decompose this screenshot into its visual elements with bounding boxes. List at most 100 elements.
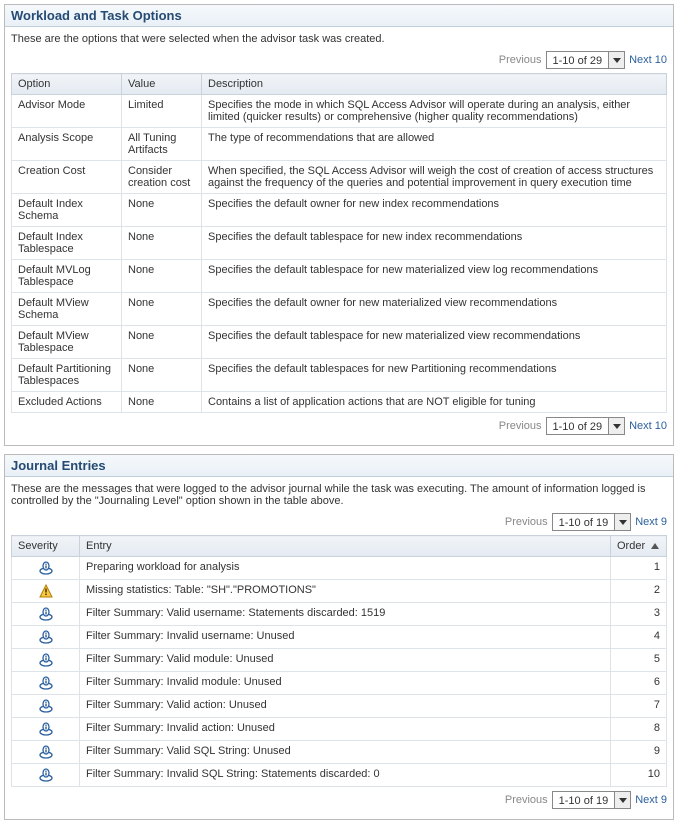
cell-order: 1	[611, 557, 667, 580]
journal-entries-desc: These are the messages that were logged …	[11, 483, 667, 507]
cell-order: 4	[611, 626, 667, 649]
cell-severity	[12, 695, 80, 718]
cell-desc: Specifies the default tablespace for new…	[202, 227, 667, 260]
cell-entry: Filter Summary: Invalid username: Unused	[80, 626, 611, 649]
info-icon	[39, 630, 53, 644]
pager-range-value: 1-10 of 29	[547, 52, 609, 68]
chevron-down-icon	[608, 52, 624, 68]
pager-range-select[interactable]: 1-10 of 29	[546, 51, 626, 69]
cell-severity	[12, 672, 80, 695]
pager-prev: Previous	[505, 516, 548, 528]
warning-icon	[39, 584, 53, 598]
chevron-down-icon	[614, 792, 630, 808]
cell-value: Consider creation cost	[122, 161, 202, 194]
col-value[interactable]: Value	[122, 74, 202, 95]
cell-desc: When specified, the SQL Access Advisor w…	[202, 161, 667, 194]
cell-entry: Filter Summary: Valid action: Unused	[80, 695, 611, 718]
cell-entry: Filter Summary: Valid module: Unused	[80, 649, 611, 672]
journal-entries-panel: Journal Entries These are the messages t…	[4, 454, 674, 820]
workload-options-table: Option Value Description Advisor ModeLim…	[11, 73, 667, 413]
col-desc[interactable]: Description	[202, 74, 667, 95]
table-row: Default Partitioning TablespacesNoneSpec…	[12, 359, 667, 392]
cell-option: Default MView Schema	[12, 293, 122, 326]
cell-entry: Preparing workload for analysis	[80, 557, 611, 580]
cell-option: Default Partitioning Tablespaces	[12, 359, 122, 392]
cell-severity	[12, 557, 80, 580]
journal-pager-bottom: Previous 1-10 of 19 Next 9	[11, 791, 667, 809]
cell-option: Excluded Actions	[12, 392, 122, 413]
table-row: Default MVLog TablespaceNoneSpecifies th…	[12, 260, 667, 293]
pager-next[interactable]: Next 9	[635, 794, 667, 806]
table-row: Filter Summary: Invalid module: Unused6	[12, 672, 667, 695]
cell-entry: Filter Summary: Invalid action: Unused	[80, 718, 611, 741]
cell-order: 5	[611, 649, 667, 672]
cell-entry: Missing statistics: Table: "SH"."PROMOTI…	[80, 580, 611, 603]
cell-option: Default MView Tablespace	[12, 326, 122, 359]
cell-value: None	[122, 293, 202, 326]
cell-desc: Specifies the default tablespace for new…	[202, 326, 667, 359]
pager-range-select[interactable]: 1-10 of 29	[546, 417, 626, 435]
cell-value: None	[122, 194, 202, 227]
cell-order: 3	[611, 603, 667, 626]
cell-option: Default Index Tablespace	[12, 227, 122, 260]
table-row: Default Index TablespaceNoneSpecifies th…	[12, 227, 667, 260]
cell-entry: Filter Summary: Invalid module: Unused	[80, 672, 611, 695]
cell-value: All Tuning Artifacts	[122, 128, 202, 161]
cell-value: None	[122, 359, 202, 392]
cell-severity	[12, 626, 80, 649]
workload-options-desc: These are the options that were selected…	[11, 33, 667, 45]
table-row: Filter Summary: Valid module: Unused5	[12, 649, 667, 672]
info-icon	[39, 699, 53, 713]
info-icon	[39, 745, 53, 759]
pager-range-select[interactable]: 1-10 of 19	[552, 791, 632, 809]
pager-prev: Previous	[499, 54, 542, 66]
pager-range-value: 1-10 of 29	[547, 418, 609, 434]
pager-next[interactable]: Next 10	[629, 420, 667, 432]
cell-value: None	[122, 260, 202, 293]
cell-order: 8	[611, 718, 667, 741]
info-icon	[39, 607, 53, 621]
chevron-down-icon	[608, 418, 624, 434]
info-icon	[39, 561, 53, 575]
table-row: Default Index SchemaNoneSpecifies the de…	[12, 194, 667, 227]
col-severity[interactable]: Severity	[12, 536, 80, 557]
table-row: Filter Summary: Valid action: Unused7	[12, 695, 667, 718]
col-order[interactable]: Order	[611, 536, 667, 557]
cell-desc: Specifies the default owner for new inde…	[202, 194, 667, 227]
col-option[interactable]: Option	[12, 74, 122, 95]
cell-desc: Specifies the default tablespaces for ne…	[202, 359, 667, 392]
journal-entries-title: Journal Entries	[5, 455, 673, 477]
table-row: Excluded ActionsNoneContains a list of a…	[12, 392, 667, 413]
pager-next[interactable]: Next 9	[635, 516, 667, 528]
cell-severity	[12, 603, 80, 626]
cell-desc: Contains a list of application actions t…	[202, 392, 667, 413]
col-order-label: Order	[617, 540, 645, 552]
table-row: Filter Summary: Invalid username: Unused…	[12, 626, 667, 649]
pager-next[interactable]: Next 10	[629, 54, 667, 66]
cell-desc: Specifies the default owner for new mate…	[202, 293, 667, 326]
chevron-down-icon	[614, 514, 630, 530]
col-entry[interactable]: Entry	[80, 536, 611, 557]
workload-pager-bottom: Previous 1-10 of 29 Next 10	[11, 417, 667, 435]
cell-severity	[12, 580, 80, 603]
cell-value: None	[122, 227, 202, 260]
cell-value: None	[122, 326, 202, 359]
table-row: Advisor ModeLimitedSpecifies the mode in…	[12, 95, 667, 128]
journal-pager-top: Previous 1-10 of 19 Next 9	[11, 513, 667, 531]
cell-option: Creation Cost	[12, 161, 122, 194]
table-row: Default MView SchemaNoneSpecifies the de…	[12, 293, 667, 326]
cell-entry: Filter Summary: Valid username: Statemen…	[80, 603, 611, 626]
pager-range-value: 1-10 of 19	[553, 792, 615, 808]
cell-severity	[12, 649, 80, 672]
table-row: Filter Summary: Invalid action: Unused8	[12, 718, 667, 741]
cell-desc: Specifies the default tablespace for new…	[202, 260, 667, 293]
table-row: Creation CostConsider creation costWhen …	[12, 161, 667, 194]
pager-range-select[interactable]: 1-10 of 19	[552, 513, 632, 531]
sort-asc-icon	[651, 543, 659, 549]
workload-options-panel: Workload and Task Options These are the …	[4, 4, 674, 446]
cell-severity	[12, 741, 80, 764]
table-row: Filter Summary: Valid SQL String: Unused…	[12, 741, 667, 764]
cell-severity	[12, 764, 80, 787]
table-row: Analysis ScopeAll Tuning ArtifactsThe ty…	[12, 128, 667, 161]
cell-value: Limited	[122, 95, 202, 128]
